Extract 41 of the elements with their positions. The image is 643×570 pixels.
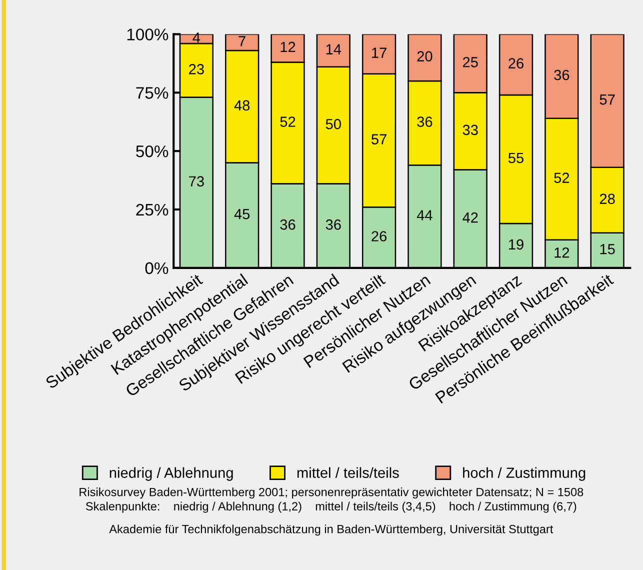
data-label: 17 — [372, 48, 386, 58]
data-label: 52 — [554, 172, 570, 184]
text: Risikosurvey Baden-Württemberg 2001; personenrepräsentativ gewichteter Datensatz; N = 1508 — [80, 488, 584, 499]
data-label: 7 — [238, 36, 246, 46]
data-label: 36 — [417, 116, 432, 127]
data-label: 20 — [417, 51, 432, 62]
text: Akademie für Technikfolgenabschätzung in Baden-Württemberg, Universität Stuttgart — [109, 524, 554, 536]
data-label: 14 — [326, 44, 342, 54]
data-label: 45 — [234, 209, 250, 220]
data-label: 12 — [280, 42, 296, 52]
data-label: 25 — [462, 57, 478, 68]
y-tick-label: 25% — [136, 204, 168, 216]
data-label: 23 — [189, 64, 204, 74]
data-label: 36 — [554, 70, 570, 80]
data-label: 4 — [192, 32, 200, 43]
data-label: 55 — [508, 152, 524, 164]
data-label: 15 — [600, 244, 615, 254]
data-label: 50 — [326, 118, 341, 130]
data-label: 36 — [326, 219, 341, 230]
legend-label: niedrig / Ablehnung — [110, 467, 233, 481]
data-label: 26 — [372, 231, 387, 242]
data-label: 57 — [600, 94, 615, 105]
data-label: 36 — [280, 219, 296, 230]
y-tick-label: 75% — [136, 87, 168, 99]
data-label: 26 — [508, 58, 524, 68]
legend-label: hoch / Zustimmung — [463, 467, 586, 481]
y-tick-label: 100% — [127, 28, 168, 40]
data-label: 42 — [462, 212, 478, 223]
y-tick-label: 50% — [136, 145, 168, 158]
data-label: 12 — [554, 247, 570, 258]
data-label: 73 — [189, 176, 204, 187]
legend-label: mittel / teils/teils — [297, 467, 399, 478]
data-label: 33 — [462, 124, 478, 136]
data-label: 28 — [600, 194, 615, 204]
text: Skalenpunkte: niedrig / Ablehnung (1,2) mittel / teils/teils (3,4,5) hoch / Zustimmung (6,7) — [86, 502, 576, 513]
data-label: 48 — [234, 100, 250, 111]
y-tick-label: 0% — [145, 262, 168, 274]
data-label: 52 — [280, 116, 296, 127]
data-label: 57 — [372, 134, 386, 144]
data-label: 44 — [416, 210, 432, 220]
data-label: 19 — [509, 239, 524, 250]
